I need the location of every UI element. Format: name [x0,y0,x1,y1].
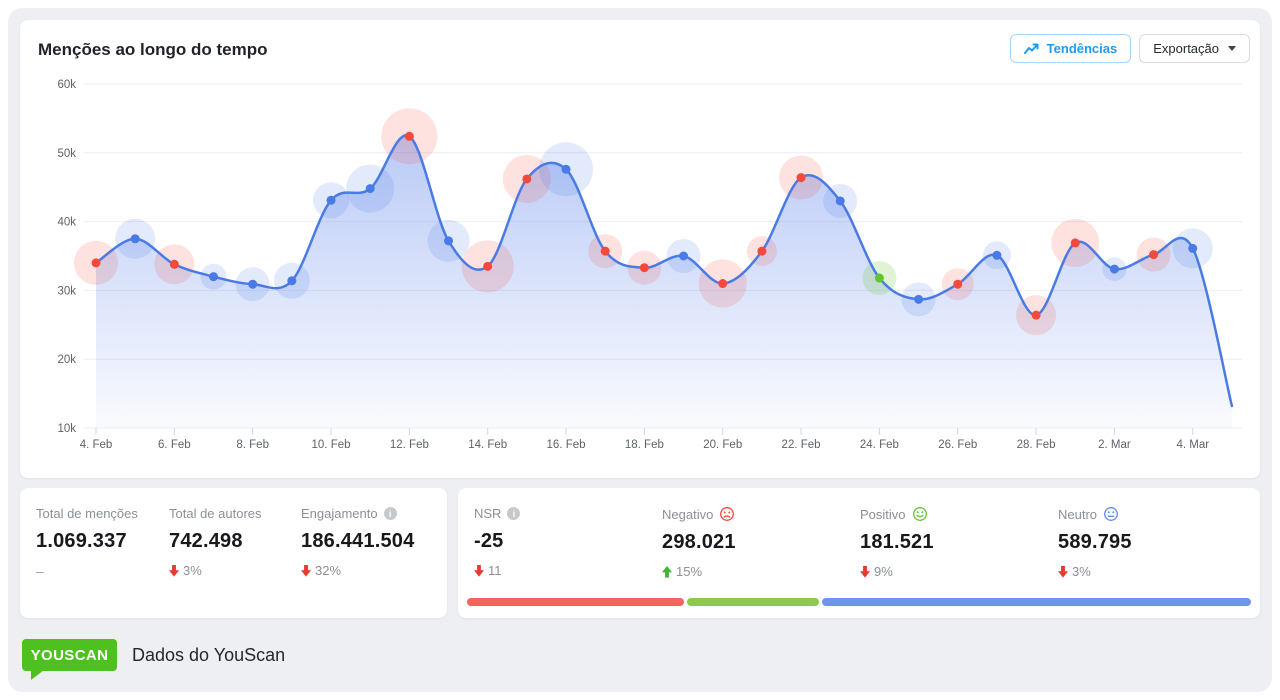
stat-value: 742.498 [169,530,243,552]
smile-face-icon [912,507,927,521]
stat-total-authors: Total de autores 742.498 3% [169,506,301,578]
youscan-logo[interactable]: YOUSCAN [22,639,117,680]
stat-label: Total de autores [169,506,262,521]
svg-text:40k: 40k [57,217,76,229]
sentiment-bar-segment-negative [467,598,685,606]
svg-text:22. Feb: 22. Feb [782,439,821,451]
stat-value: 186.441.504 [301,530,415,552]
sentiment-bar-segment-positive [687,598,819,606]
sentiment-stats-card: NSR i -25 11 Negativo 2 [458,488,1260,618]
svg-text:24. Feb: 24. Feb [860,439,899,451]
stat-value: 298.021 [662,531,736,553]
stat-delta: 15% [662,564,860,579]
stat-negative: Negativo 298.021 15% [662,506,860,579]
stat-label: Neutro [1058,506,1132,522]
footer-attribution: Dados do YouScan [132,644,286,665]
stat-nsr: NSR i -25 11 [474,506,662,578]
stat-label: Positivo [860,506,1058,522]
svg-text:20k: 20k [57,354,76,366]
stat-value: 181.521 [860,531,934,553]
stat-value: 589.795 [1058,531,1132,553]
stat-delta: 11 [474,563,662,578]
caret-down-icon [1228,46,1236,51]
sad-face-icon [720,507,735,521]
svg-text:10. Feb: 10. Feb [312,439,351,451]
arrow-down-icon [474,564,484,577]
arrow-down-icon [860,565,870,578]
neutral-face-icon [1104,507,1118,521]
no-change-dash: – [36,562,44,579]
trends-button[interactable]: Tendências [1009,34,1132,63]
svg-text:2. Mar: 2. Mar [1098,439,1131,451]
arrow-down-icon [169,564,179,577]
svg-text:6. Feb: 6. Feb [158,439,191,451]
page-title: Menções ao longo do tempo [38,40,268,59]
stat-label: Total de menções [36,506,138,521]
mentions-chart[interactable]: 60k 50k 40k 30k 20k 10k 4. Feb 6. Feb 8. Feb 10. … [20,20,1260,478]
sentiment-bar-segment-neutral [821,598,1251,606]
stat-label: NSR i [474,506,662,521]
svg-text:18. Feb: 18. Feb [625,439,664,451]
stat-positive: Positivo 181.521 9% [860,506,1058,579]
dashboard-panel: 60k 50k 40k 30k 20k 10k 4. Feb 6. Feb 8. Feb 10. … [8,8,1272,692]
info-icon[interactable]: i [507,507,521,520]
sentiment-bar [467,598,1251,606]
stat-label: Engajamento i [301,506,414,521]
svg-text:28. Feb: 28. Feb [1017,439,1056,451]
svg-text:30k: 30k [57,285,76,297]
svg-text:60k: 60k [57,79,76,91]
info-icon[interactable]: i [383,507,397,520]
svg-text:14. Feb: 14. Feb [468,439,507,451]
stat-label: Negativo [662,506,860,522]
svg-text:26. Feb: 26. Feb [938,439,977,451]
arrow-down-icon [1058,565,1068,578]
stat-neutral: Neutro 589.795 3% [1058,506,1132,579]
stat-delta: 32% [301,563,414,578]
stat-delta: 3% [1058,564,1132,579]
chart-toolbar: Tendências Exportação [1009,34,1250,63]
svg-text:50k: 50k [57,148,76,160]
trend-up-icon [1023,43,1039,54]
arrow-up-icon [662,565,672,578]
youscan-logo-text: YOUSCAN [30,646,109,664]
svg-text:12. Feb: 12. Feb [390,439,429,451]
arrow-down-icon [301,564,311,577]
svg-text:20. Feb: 20. Feb [703,439,742,451]
stat-engagement: Engajamento i 186.441.504 32% [301,506,415,578]
export-button-label: Exportação [1153,41,1219,56]
stat-value: 1.069.337 [36,530,127,552]
stat-delta: 3% [169,563,301,578]
footer: YOUSCAN Dados do YouScan [22,639,286,680]
trends-button-label: Tendências [1046,41,1118,56]
stat-total-mentions: Total de menções 1.069.337 – [36,506,169,579]
svg-text:4. Feb: 4. Feb [80,439,113,451]
totals-stats-card: Total de menções 1.069.337 – Total de au… [20,488,447,618]
export-button[interactable]: Exportação [1139,34,1250,63]
svg-text:10k: 10k [57,423,76,435]
stat-delta: 9% [860,564,1058,579]
stat-value: -25 [474,530,504,552]
mentions-over-time-card: 60k 50k 40k 30k 20k 10k 4. Feb 6. Feb 8. Feb 10. … [20,20,1260,478]
svg-text:4. Mar: 4. Mar [1176,439,1209,451]
svg-text:16. Feb: 16. Feb [547,439,586,451]
svg-text:8. Feb: 8. Feb [236,439,269,451]
